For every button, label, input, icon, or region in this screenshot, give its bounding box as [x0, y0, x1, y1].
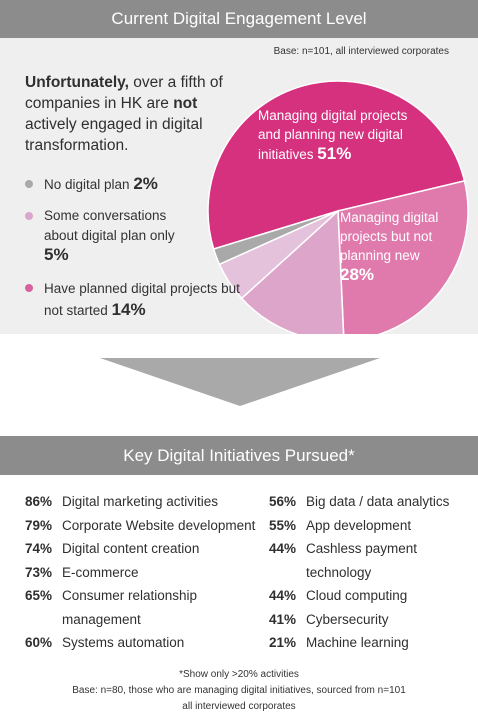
pie-slice-14 [240, 209, 345, 334]
legend-label: No digital plan [44, 177, 130, 192]
legend-dot-icon [25, 284, 33, 292]
initiative-label: E-commerce [62, 564, 139, 580]
initiative-row: 60% Systems automation [25, 631, 265, 655]
initiative-label: Corporate Website development [62, 517, 256, 533]
footnote-show-only: *Show only >20% activities [179, 669, 299, 680]
initiative-row: 74% Digital content creation [25, 537, 265, 561]
initiative-pct: 79% [25, 517, 53, 533]
slice-label-28: Managing digital projects but not planni… [340, 208, 455, 285]
legend-item-conversations: Some conversations about digital plan on… [25, 206, 195, 266]
legend-item-planned: Have planned digital projects but not st… [25, 278, 240, 321]
down-arrow-icon [100, 358, 380, 406]
initiative-label: Consumer relationship management [62, 588, 198, 627]
initiatives-right-column: 56% Big data / data analytics 55% App deve… [269, 490, 469, 655]
pie-slice-28 [337, 179, 469, 334]
initiative-label: Cybersecurity [306, 611, 389, 627]
initiative-pct: 65% [25, 588, 53, 603]
initiative-row: 56% Big data / data analytics [269, 490, 469, 514]
initiative-row: 55% App development [269, 514, 469, 538]
initiative-label: Digital content creation [62, 541, 200, 556]
initiatives-header: Key Digital Initiatives Pursued* [0, 436, 478, 475]
lead-bold-unfortunately: Unfortunately, [25, 74, 129, 91]
initiative-pct: 73% [25, 564, 53, 580]
initiative-pct: 74% [25, 541, 53, 556]
initiative-row: 86% Digital marketing activities [25, 490, 265, 514]
initiative-label: Cloud computing [306, 588, 408, 603]
engagement-pie-chart [207, 80, 469, 334]
legend-dot-icon [25, 180, 33, 188]
initiative-row: 44% Cashless payment technology [269, 537, 429, 584]
initiative-pct: 21% [269, 635, 297, 650]
initiative-pct: 86% [25, 494, 53, 509]
lead-text-1: over a fifth of companies in HK are [25, 74, 223, 112]
footnote-base-cont: all interviewed corporates [182, 701, 296, 712]
footnote-base: Base: n=80, those who are managing digit… [72, 685, 406, 696]
initiative-pct: 44% [269, 588, 297, 603]
initiative-pct: 60% [25, 635, 53, 650]
initiative-row: 44% Cloud computing [269, 584, 469, 608]
lead-text-2: actively engaged in digital transformati… [25, 116, 203, 154]
lead-bold-not: not [173, 95, 198, 112]
slice-label-pct: 51% [317, 144, 352, 163]
initiative-row: 21% Machine learning [269, 631, 469, 655]
legend-pct: 14% [111, 300, 146, 319]
slice-label-51: Managing digital projects and planning n… [258, 106, 428, 164]
engagement-panel: Base: n=101, all interviewed corporates … [0, 38, 478, 334]
initiative-label: Machine learning [306, 635, 409, 650]
initiative-row: 41% Cybersecurity [269, 608, 469, 632]
initiative-label: Cashless payment technology [306, 541, 418, 580]
initiatives-left-column: 86% Digital marketing activities 79% Corpo… [25, 490, 265, 655]
initiative-pct: 56% [269, 494, 297, 509]
slice-label-pct: 28% [340, 265, 375, 284]
initiative-row: 65% Consumer relationship management [25, 584, 215, 631]
legend-dot-icon [25, 212, 33, 220]
initiative-label: App development [306, 517, 412, 533]
initiative-pct: 55% [269, 517, 297, 533]
initiative-pct: 41% [269, 611, 297, 627]
legend-label: Have planned digital projects but not st… [44, 281, 240, 318]
engagement-header: Current Digital Engagement Level [0, 0, 478, 38]
base-note: Base: n=101, all interviewed corporates [273, 46, 449, 57]
legend-pct: 5% [44, 245, 69, 264]
slice-label-text: Managing digital projects but not planni… [340, 210, 439, 263]
initiative-label: Digital marketing activities [62, 494, 219, 509]
initiative-pct: 44% [269, 541, 297, 556]
initiative-label: Systems automation [62, 635, 185, 650]
legend-pct: 2% [133, 174, 158, 193]
slice-label-text: Managing digital projects and planning n… [258, 108, 408, 162]
legend-label: Some conversations about digital plan on… [44, 208, 175, 243]
lead-statement: Unfortunately, over a fifth of companies… [25, 72, 240, 156]
legend-item-no-plan: No digital plan 2% [25, 174, 225, 194]
initiative-row: 73% E-commerce [25, 561, 265, 585]
initiative-label: Big data / data analytics [306, 494, 450, 509]
initiative-row: 79% Corporate Website development [25, 514, 265, 538]
pie-slice-2 [212, 210, 339, 266]
pie-slice-51 [207, 80, 466, 250]
